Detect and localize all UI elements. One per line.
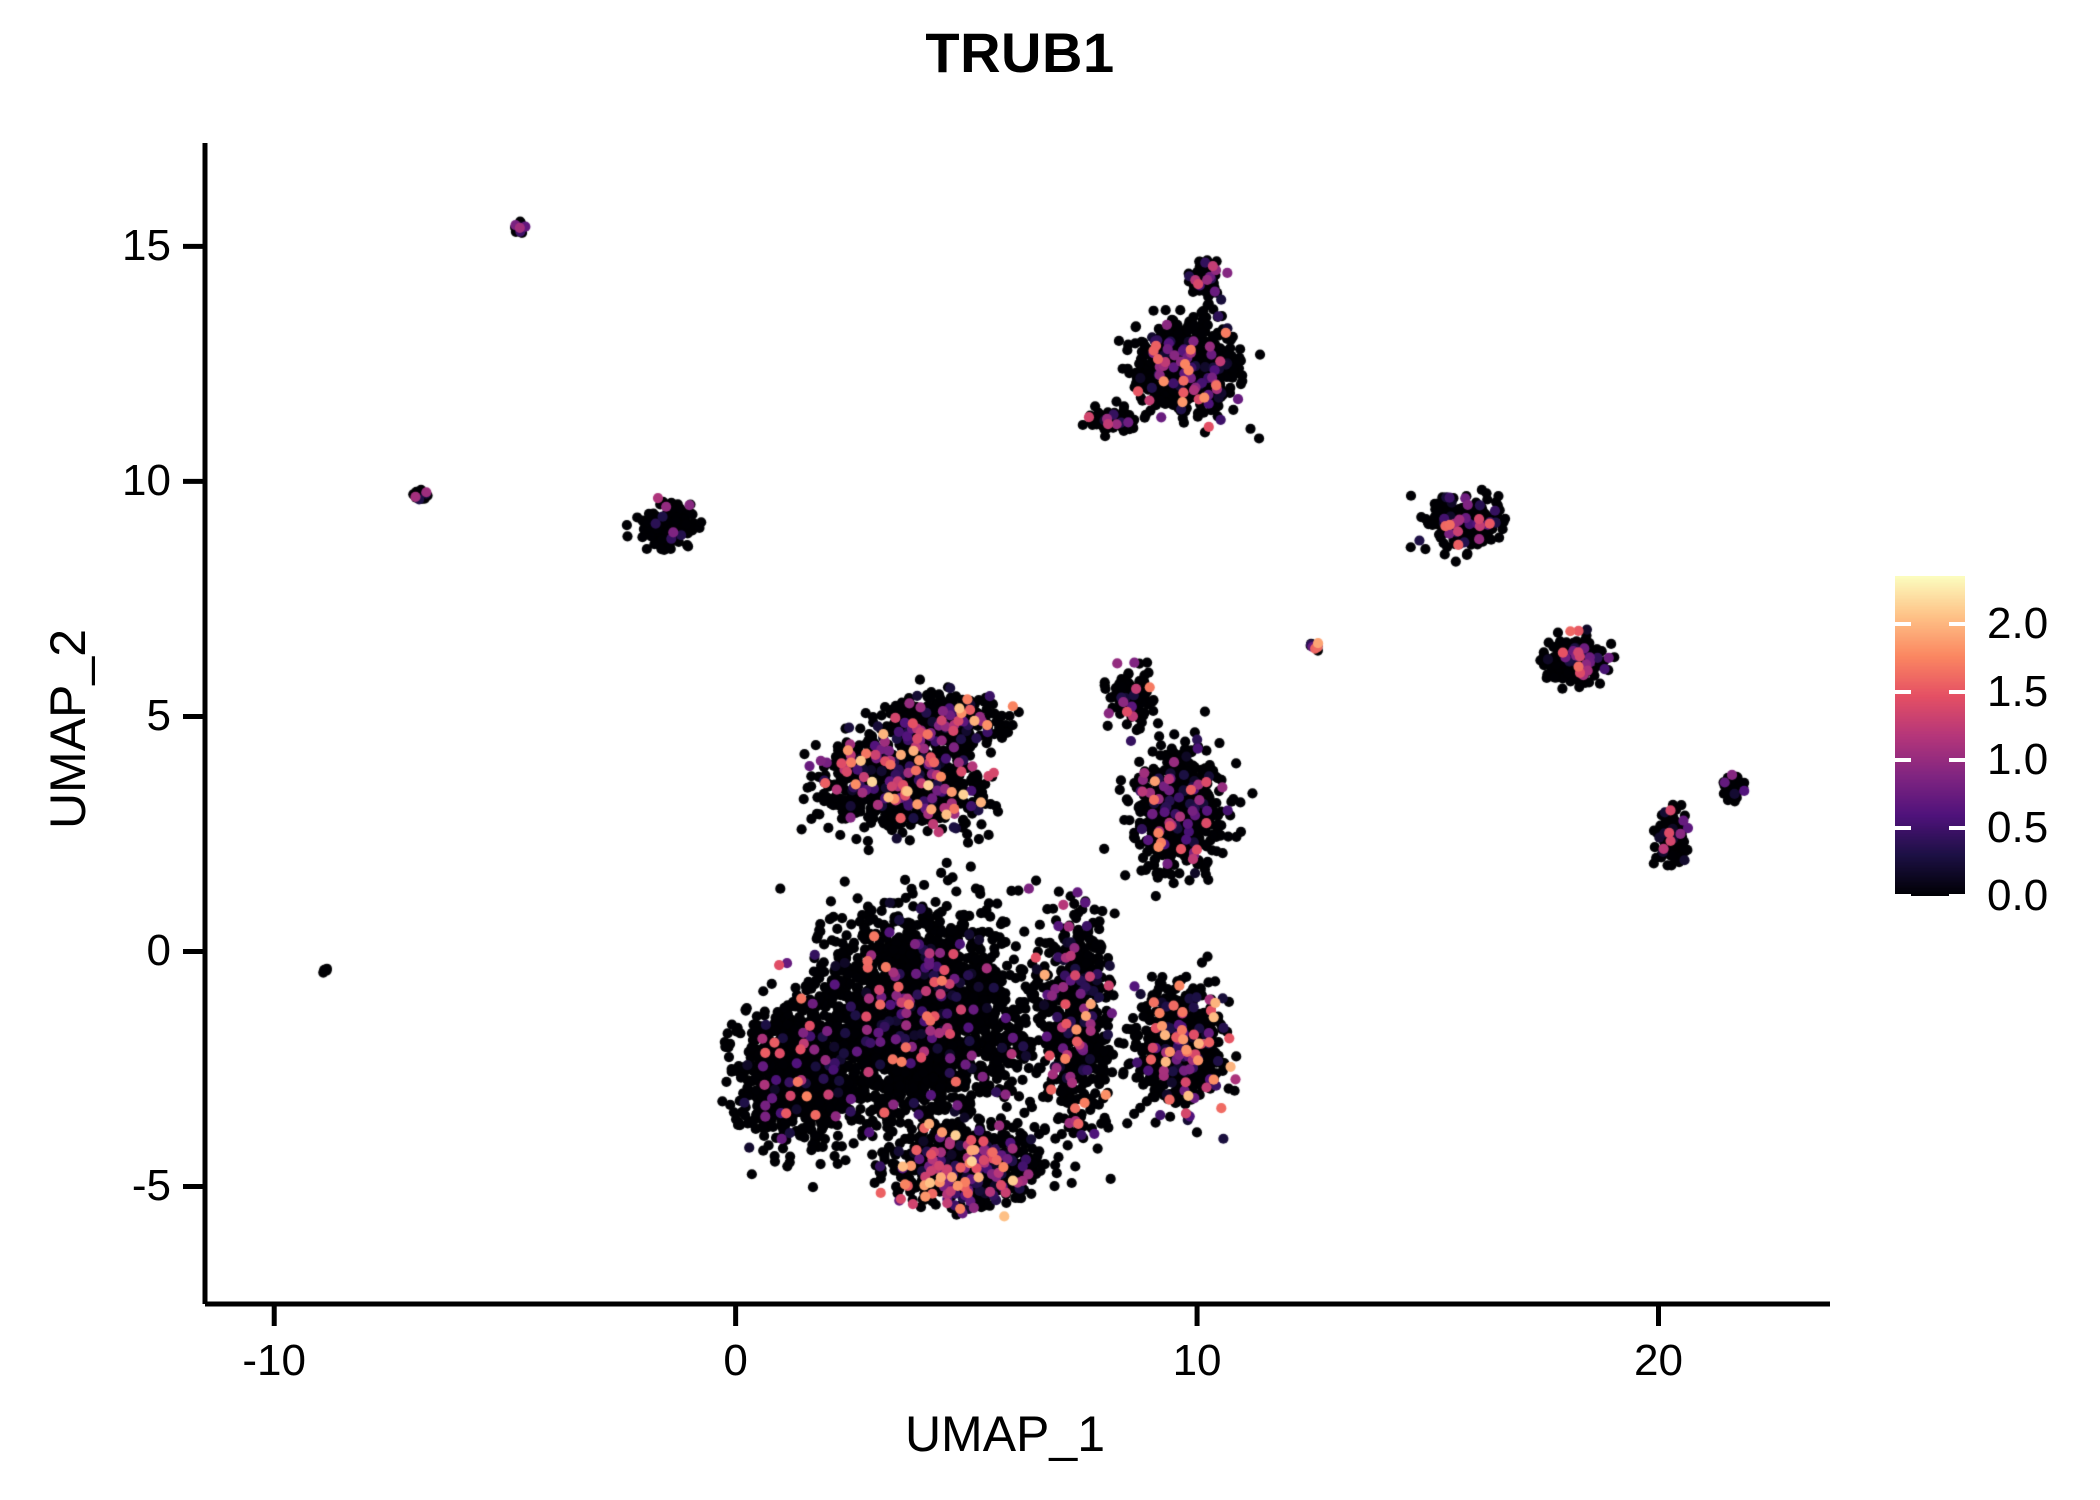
- legend-value-label: 2.0: [1987, 598, 2049, 648]
- x-tick-label: 20: [1634, 1336, 1683, 1385]
- x-axis-title: UMAP_1: [904, 1406, 1106, 1462]
- y-tick-label: 5: [146, 691, 171, 741]
- x-tick-label: 0: [723, 1336, 748, 1385]
- legend-value-label: 0.0: [1987, 871, 2049, 920]
- x-tick-label: 10: [1172, 1336, 1222, 1385]
- x-tick-label: -10: [242, 1336, 306, 1385]
- y-tick-label: 0: [146, 926, 171, 976]
- y-tick-label: -5: [131, 1161, 171, 1211]
- y-tick-label: 10: [122, 456, 171, 506]
- y-tick-label: 15: [122, 221, 171, 271]
- y-axis-title: UMAP_2: [40, 628, 96, 830]
- legend-value-label: 1.5: [1987, 666, 2049, 716]
- legend-value-label: 0.5: [1987, 802, 2049, 852]
- legend-colorbar: [1895, 576, 1965, 896]
- legend-value-label: 1.0: [1987, 734, 2049, 784]
